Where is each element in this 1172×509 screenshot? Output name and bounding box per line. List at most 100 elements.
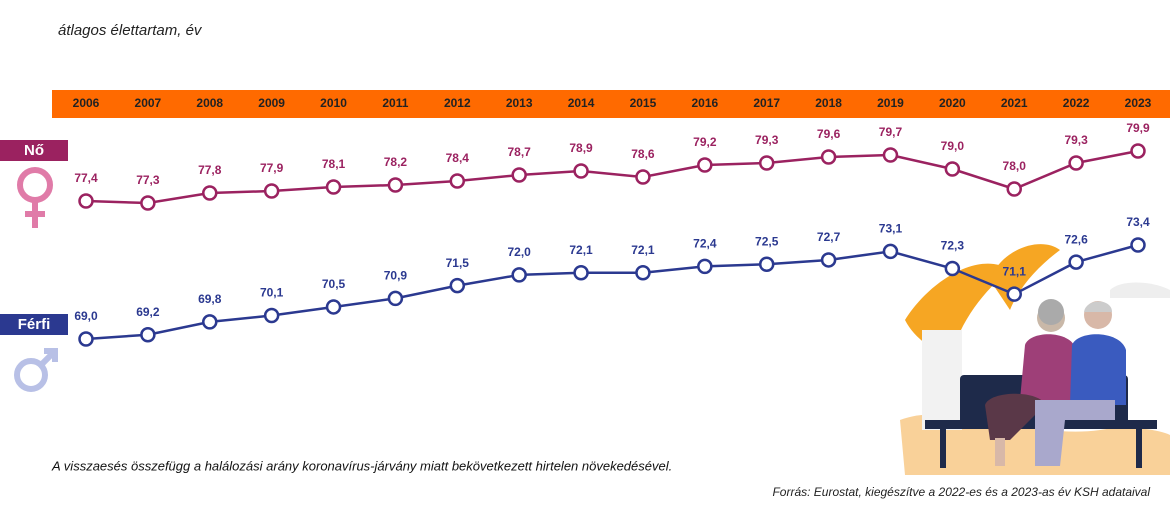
value-label: 71,5 (446, 256, 470, 270)
x-tick-label: 2007 (135, 96, 162, 110)
data-point (635, 265, 651, 281)
value-label: 79,9 (1126, 121, 1150, 135)
value-label: 72,1 (631, 243, 655, 257)
chart-title: átlagos élettartam, év (58, 22, 203, 39)
note: A visszaesés összefügg a halálozási arán… (51, 458, 672, 473)
data-point (387, 177, 404, 193)
value-label: 69,0 (74, 309, 98, 323)
data-point (202, 185, 218, 201)
value-label: 73,4 (1126, 215, 1150, 229)
x-tick-label: 2009 (258, 96, 285, 110)
data-point (1006, 181, 1022, 197)
value-label: 77,9 (260, 161, 284, 175)
data-point (263, 183, 280, 199)
data-point (882, 147, 899, 163)
x-tick-label: 2014 (568, 96, 595, 110)
data-point (758, 256, 775, 272)
value-label: 78,4 (446, 151, 470, 165)
value-label: 79,7 (879, 125, 903, 139)
x-tick-label: 2015 (630, 96, 657, 110)
x-tick-label: 2016 (691, 96, 718, 110)
value-label: 78,2 (384, 155, 408, 169)
data-point (944, 260, 961, 277)
data-point (573, 265, 589, 281)
x-tick-label: 2006 (73, 96, 100, 110)
value-label: 78,7 (507, 145, 531, 159)
female-symbol (17, 167, 53, 228)
value-label: 72,5 (755, 234, 779, 248)
value-label: 77,3 (136, 173, 160, 187)
data-point (202, 314, 218, 330)
x-tick-label: 2021 (1001, 96, 1028, 110)
value-label: 77,4 (74, 171, 98, 185)
data-point (263, 307, 280, 324)
data-point (697, 157, 713, 173)
data-point (1130, 143, 1146, 159)
value-label: 72,4 (693, 237, 717, 251)
data-point (697, 258, 713, 275)
x-tick-label: 2019 (877, 96, 904, 110)
x-tick-label: 2008 (196, 96, 223, 110)
x-tick-label: 2013 (506, 96, 533, 110)
value-label: 78,1 (322, 157, 346, 171)
data-point (511, 267, 527, 283)
value-label: 72,3 (941, 239, 965, 253)
data-point (387, 290, 404, 307)
value-label: 70,1 (260, 286, 284, 300)
x-tick-label: 2023 (1125, 96, 1152, 110)
value-label: 69,8 (198, 292, 222, 306)
x-tick-label: 2017 (753, 96, 780, 110)
value-label: 79,6 (817, 127, 841, 141)
x-tick-label: 2020 (939, 96, 966, 110)
data-point (325, 179, 342, 195)
data-point (449, 277, 466, 294)
value-label: 70,9 (384, 269, 408, 283)
value-label: 79,3 (755, 133, 779, 147)
data-point (820, 149, 837, 165)
value-label: 79,3 (1064, 133, 1088, 147)
data-point (1006, 286, 1022, 302)
value-label: 78,0 (1003, 159, 1027, 173)
x-tick-label: 2012 (444, 96, 471, 110)
male-symbol (14, 348, 58, 392)
value-label: 79,0 (941, 139, 965, 153)
value-label: 69,2 (136, 305, 160, 319)
data-point (573, 163, 589, 179)
data-point (944, 161, 961, 177)
series-line (85, 149, 1139, 205)
data-point (325, 299, 342, 315)
data-point (758, 155, 775, 171)
value-label: 77,8 (198, 163, 222, 177)
value-label: 72,7 (817, 230, 841, 244)
year-band (52, 90, 1170, 118)
legend-box (0, 314, 68, 335)
data-point (140, 326, 156, 343)
legend-label: Férfi (18, 316, 51, 333)
data-point (511, 167, 527, 183)
data-point (78, 193, 94, 209)
value-label: 72,6 (1064, 232, 1088, 246)
data-point (820, 252, 837, 268)
value-label: 73,1 (879, 222, 903, 236)
x-tick-label: 2018 (815, 96, 842, 110)
value-label: 71,1 (1003, 264, 1027, 278)
illustration (900, 244, 1170, 475)
value-label: 72,1 (569, 243, 593, 257)
data-point (78, 331, 94, 347)
x-tick-label: 2010 (320, 96, 347, 110)
x-tick-label: 2011 (382, 96, 408, 110)
value-label: 78,9 (569, 141, 593, 155)
x-tick-label: 2022 (1063, 96, 1090, 110)
legend-box (0, 140, 68, 161)
data-point (635, 169, 651, 185)
value-label: 72,0 (507, 245, 531, 259)
source: Forrás: Eurostat, kiegészítve a 2022-es … (772, 485, 1150, 499)
data-point (449, 173, 466, 189)
data-point (882, 243, 899, 260)
data-point (1068, 155, 1084, 171)
value-label: 70,5 (322, 277, 346, 291)
data-point (140, 195, 156, 211)
value-label: 78,6 (631, 147, 655, 161)
legend-label: Nő (24, 142, 44, 159)
